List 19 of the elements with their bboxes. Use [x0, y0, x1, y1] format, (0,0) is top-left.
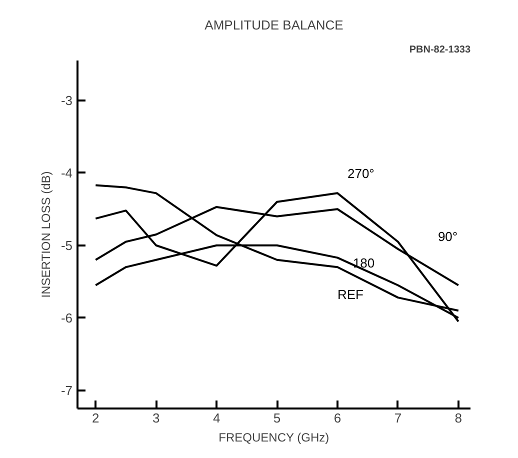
y-tick-label: -4	[60, 165, 73, 180]
x-tick-label: 4	[212, 410, 220, 426]
series-label: 270°	[347, 166, 374, 182]
series-label: REF	[337, 287, 364, 302]
x-tick-label: 2	[92, 410, 100, 426]
series-label: 90°	[438, 229, 458, 244]
x-axis-title: FREQUENCY (GHz)	[218, 430, 330, 444]
x-tick-label: 6	[334, 410, 342, 426]
x-tick-label: 5	[273, 410, 281, 426]
y-axis-title: INSERTION LOSS (dB)	[38, 171, 53, 298]
x-tick-label: 7	[394, 410, 402, 426]
y-tick-label: -5	[60, 238, 73, 253]
x-tick-label: 8	[454, 410, 462, 426]
x-tick-label: 3	[152, 410, 160, 426]
y-tick-label: -7	[60, 382, 73, 398]
y-tick-label: -6	[60, 310, 73, 326]
text: PBN-82-1333	[409, 44, 471, 56]
y-tick-label: -3	[60, 92, 73, 108]
chart-title: AMPLITUDE BALANCE	[204, 18, 344, 32]
